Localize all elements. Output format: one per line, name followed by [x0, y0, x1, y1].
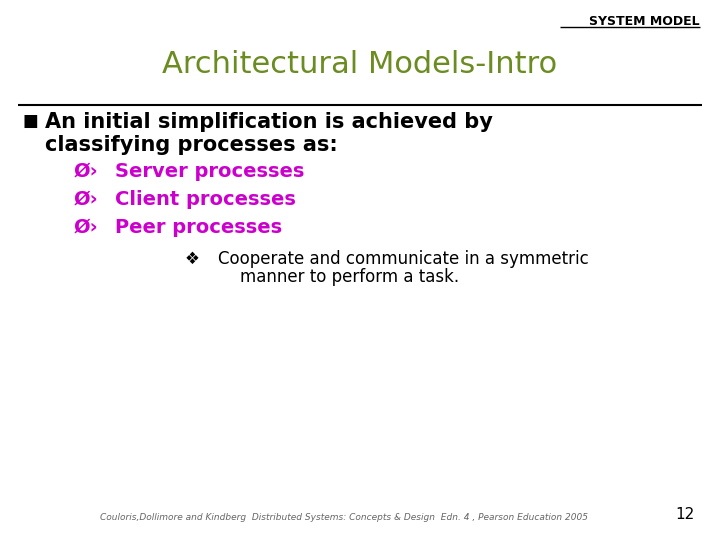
Text: Architectural Models-Intro: Architectural Models-Intro [163, 50, 557, 79]
Text: classifying processes as:: classifying processes as: [45, 135, 338, 155]
Text: ■: ■ [22, 112, 37, 130]
Text: Ø›: Ø› [73, 162, 98, 181]
Text: ❖: ❖ [185, 250, 200, 268]
Text: An initial simplification is achieved by: An initial simplification is achieved by [45, 112, 493, 132]
Text: Cooperate and communicate in a symmetric: Cooperate and communicate in a symmetric [218, 250, 589, 268]
Text: Couloris,Dollimore and Kindberg  Distributed Systems: Concepts & Design  Edn. 4 : Couloris,Dollimore and Kindberg Distribu… [100, 513, 588, 522]
Text: manner to perform a task.: manner to perform a task. [240, 268, 459, 286]
Text: SYSTEM MODEL: SYSTEM MODEL [590, 15, 700, 28]
Text: Peer processes: Peer processes [115, 218, 282, 237]
Text: 12: 12 [676, 507, 695, 522]
Text: Server processes: Server processes [115, 162, 305, 181]
Text: Ø›: Ø› [73, 218, 98, 237]
Text: Ø›: Ø› [73, 190, 98, 209]
Text: Client processes: Client processes [115, 190, 296, 209]
